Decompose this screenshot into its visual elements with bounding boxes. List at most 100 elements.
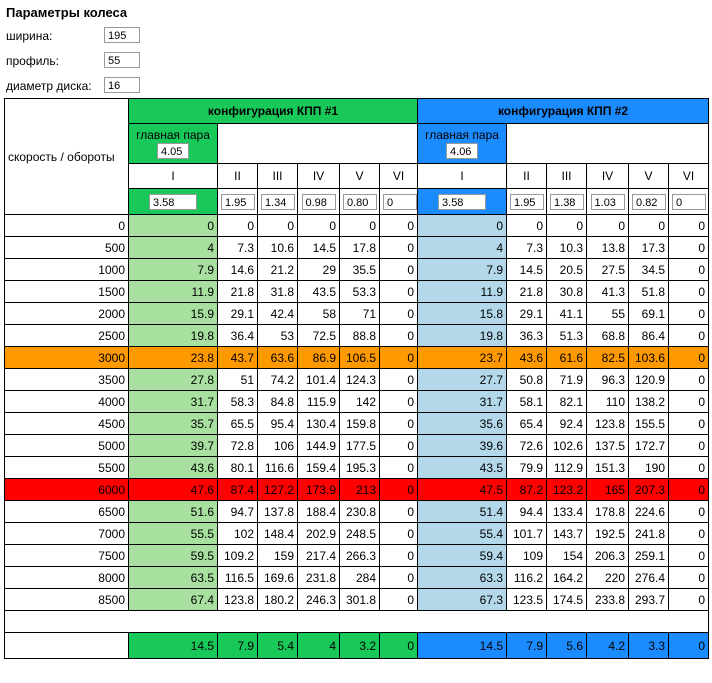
speed: 0 [378, 522, 419, 545]
ratio-input[interactable]: 3.58 [438, 193, 487, 210]
speed: 143.7 [546, 522, 588, 545]
speed: 94.4 [506, 500, 548, 523]
speed: 19.8 [128, 324, 218, 347]
param-input[interactable]: 55 [104, 52, 140, 68]
speed: 72.5 [297, 324, 340, 347]
speed: 133.4 [546, 500, 588, 523]
speed: 248.5 [339, 522, 380, 545]
speed: 266.3 [339, 544, 380, 567]
gear-table: скорость / обороты конфигурация КПП #1 кон… [3, 98, 710, 659]
main-pair-input[interactable]: 4.06 [446, 143, 479, 159]
speed: 164.2 [546, 566, 588, 589]
total: 3.2 [339, 632, 380, 659]
header-row: скорость / обороты конфигурация КПП #1 кон… [4, 98, 710, 215]
speed: 109.2 [217, 544, 258, 567]
speed: 82.5 [586, 346, 630, 369]
speed: 0 [378, 434, 419, 457]
param-input[interactable]: 16 [104, 77, 140, 93]
speed: 0 [668, 302, 710, 325]
speed: 159.8 [339, 412, 380, 435]
ratio-input[interactable]: 0.80 [343, 193, 377, 210]
gear-label: II [506, 163, 548, 189]
speed: 0 [128, 214, 218, 237]
ratio-input[interactable]: 0 [672, 193, 707, 210]
speed: 29.1 [217, 302, 258, 325]
speed: 51 [217, 368, 258, 391]
speed: 95.4 [257, 412, 298, 435]
total: 4 [297, 632, 340, 659]
speed: 27.5 [586, 258, 630, 281]
speed: 59.4 [417, 544, 508, 567]
main-pair-input[interactable]: 4.05 [157, 143, 189, 159]
speed: 116.2 [506, 566, 548, 589]
speed: 0 [668, 456, 710, 479]
total: 5.6 [546, 632, 588, 659]
speed: 47.5 [417, 478, 508, 501]
speed: 284 [339, 566, 380, 589]
speed: 41.3 [586, 280, 630, 303]
param-label: ширина: [6, 29, 53, 43]
ratio-input[interactable]: 1.38 [550, 193, 585, 210]
speed: 58.1 [506, 390, 548, 413]
speed: 0 [668, 214, 710, 237]
speed: 71.9 [546, 368, 588, 391]
speed: 67.3 [417, 588, 508, 611]
speed: 224.6 [628, 500, 670, 523]
speed: 10.3 [546, 236, 588, 259]
data-row: 6500 51.6 94.7 137.8 188.4 230.8 0 51.4 94.4 133.… [4, 500, 710, 523]
gear-label: V [339, 163, 380, 189]
ratio-cell: 1.03 [586, 188, 630, 215]
speed: 155.5 [628, 412, 670, 435]
ratio-input[interactable]: 1.95 [510, 193, 545, 210]
speed: 0 [668, 522, 710, 545]
speed: 241.8 [628, 522, 670, 545]
speed: 96.3 [586, 368, 630, 391]
param: профиль: 55 [6, 51, 140, 71]
empty-cell [3, 610, 710, 633]
speed: 35.5 [339, 258, 380, 281]
rpm: 6500 [4, 500, 129, 523]
ratio-input[interactable]: 0.98 [301, 193, 336, 210]
ratio-cell: 0.82 [628, 188, 670, 215]
speed: 79.9 [506, 456, 548, 479]
ratio-input[interactable]: 1.95 [221, 193, 255, 210]
speed: 123.2 [546, 478, 588, 501]
ratio-input[interactable]: 1.03 [590, 193, 625, 210]
speed: 0 [668, 368, 710, 391]
speed: 19.8 [417, 324, 508, 347]
ratio-input[interactable]: 0.82 [632, 193, 667, 210]
speed: 43.5 [417, 456, 508, 479]
speed: 151.3 [586, 456, 630, 479]
data-row: 6000 47.6 87.4 127.2 173.9 213 0 47.5 87.2 123.2 1… [4, 478, 710, 501]
speed: 71 [339, 302, 380, 325]
speed: 35.6 [417, 412, 508, 435]
rpm: 4000 [4, 390, 129, 413]
speed: 10.6 [257, 236, 298, 259]
speed: 173.9 [297, 478, 340, 501]
speed: 50.8 [506, 368, 548, 391]
speed: 123.8 [217, 588, 258, 611]
speed: 106.5 [339, 346, 380, 369]
param-input[interactable]: 195 [104, 27, 140, 43]
speed: 0 [668, 500, 710, 523]
data-row: 3000 23.8 43.7 63.6 86.9 106.5 0 23.7 43.6 61.6 82… [4, 346, 710, 369]
speed: 23.8 [128, 346, 218, 369]
speed: 116.5 [217, 566, 258, 589]
speed: 102 [217, 522, 258, 545]
speed: 34.5 [628, 258, 670, 281]
speed: 51.6 [128, 500, 218, 523]
speed: 65.5 [217, 412, 258, 435]
ratio-input[interactable]: 1.34 [261, 193, 295, 210]
speed: 14.5 [506, 258, 548, 281]
data-row: 1000 7.9 14.6 21.2 29 35.5 0 7.9 14.5 20.5 27.5 34.… [4, 258, 710, 281]
speed: 58.3 [217, 390, 258, 413]
ratio-input[interactable]: 0 [383, 193, 417, 210]
ratio-input[interactable]: 3.58 [149, 193, 197, 210]
speed: 36.3 [506, 324, 548, 347]
rpm: 4500 [4, 412, 129, 435]
speed: 0 [668, 280, 710, 303]
speed: 55 [586, 302, 630, 325]
speed: 207.3 [628, 478, 670, 501]
speed: 0 [668, 390, 710, 413]
